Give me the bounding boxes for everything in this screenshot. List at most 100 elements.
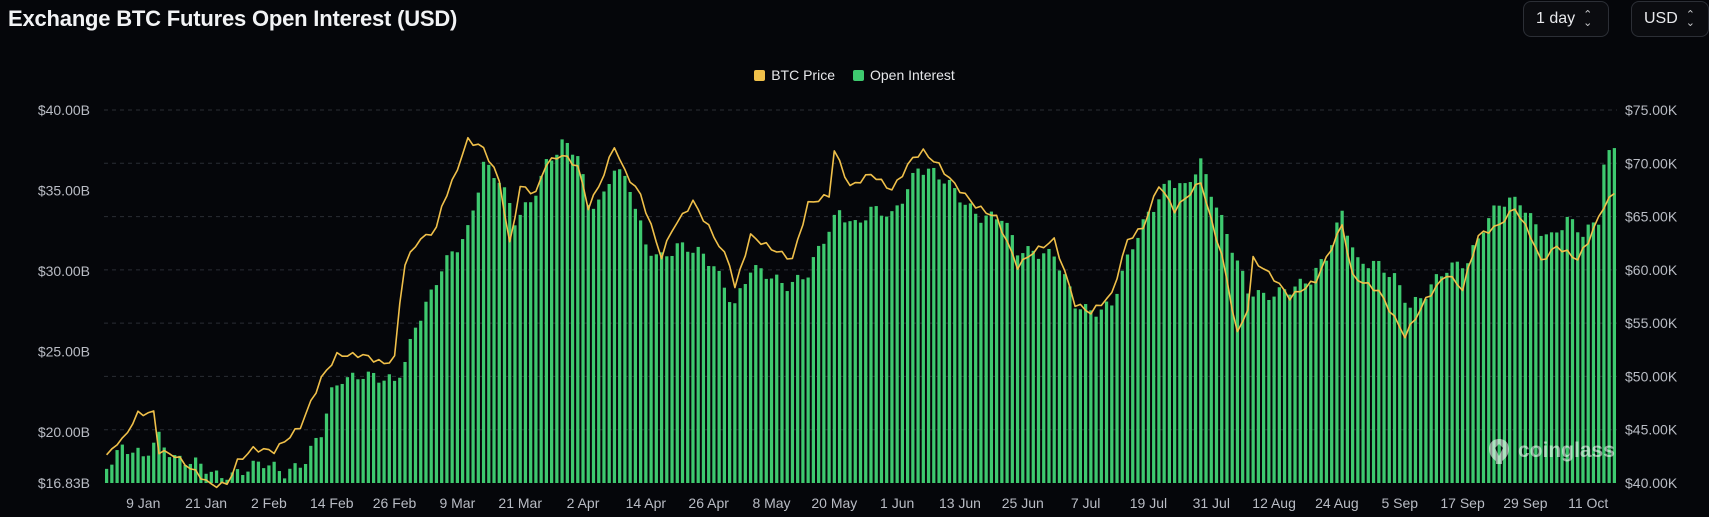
open-interest-bar [1063, 274, 1067, 483]
right-axis-tick-label: $55.00K [1625, 315, 1678, 331]
open-interest-bar [638, 220, 643, 483]
open-interest-bar [1162, 183, 1166, 483]
open-interest-bar [597, 199, 601, 483]
open-interest-bar [492, 178, 496, 483]
open-interest-bar [607, 184, 611, 483]
open-interest-bar [612, 170, 617, 483]
open-interest-bar [1497, 205, 1501, 483]
open-interest-bar [413, 327, 418, 483]
open-interest-bar [570, 154, 575, 483]
open-interest-bar [623, 175, 627, 483]
open-interest-bar [157, 431, 161, 483]
open-interest-bar [1565, 216, 1569, 483]
open-interest-bar [529, 202, 533, 483]
right-axis-tick-label: $50.00K [1625, 368, 1678, 384]
open-interest-bar [1586, 224, 1590, 483]
open-interest-bar [979, 222, 983, 483]
open-interest-bar [754, 265, 758, 483]
open-interest-bar [780, 282, 784, 483]
x-axis-tick-label: 13 Jun [939, 495, 981, 511]
open-interest-bar [356, 379, 360, 483]
open-interest-bar [167, 457, 172, 483]
open-interest-bar [670, 255, 674, 483]
open-interest-bar [864, 220, 868, 483]
open-interest-bar [947, 179, 952, 484]
open-interest-bar [916, 168, 920, 483]
open-interest-bar [1429, 284, 1433, 483]
open-interest-bar [1403, 302, 1407, 483]
x-axis-tick-label: 19 Jul [1130, 495, 1167, 511]
open-interest-bar [288, 468, 292, 483]
legend-swatch-price [754, 69, 766, 81]
open-interest-bar [136, 447, 140, 483]
x-axis-tick-label: 29 Sep [1503, 495, 1548, 511]
open-interest-bar [602, 191, 606, 483]
legend-item-open-interest[interactable]: Open Interest [852, 67, 955, 83]
open-interest-bar [120, 444, 124, 483]
open-interest-bar [628, 191, 632, 484]
open-interest-bar [1277, 287, 1281, 483]
open-interest-bar [1267, 299, 1271, 483]
open-interest-bar [801, 279, 805, 483]
open-interest-bar [502, 187, 507, 483]
open-interest-bar [1199, 158, 1203, 483]
open-interest-bar [759, 268, 763, 483]
open-interest-bar [513, 225, 517, 483]
open-interest-bar [816, 245, 821, 483]
open-interest-bar [267, 465, 271, 483]
open-interest-bar [1188, 182, 1192, 483]
open-interest-bar [984, 215, 988, 483]
open-interest-bar [403, 361, 407, 483]
open-interest-bar [487, 164, 491, 483]
open-interest-bar [1021, 253, 1025, 483]
open-interest-bar [1235, 260, 1240, 483]
open-interest-bar [722, 287, 727, 483]
open-interest-bar [707, 265, 711, 483]
open-interest-bar [853, 220, 857, 483]
open-interest-bar [178, 455, 182, 483]
open-interest-bar [523, 202, 528, 483]
open-interest-bar [1487, 218, 1491, 483]
open-interest-bar [1031, 250, 1035, 483]
open-interest-bar [1094, 316, 1098, 483]
open-interest-bar [921, 174, 925, 483]
open-interest-bar [1120, 270, 1124, 483]
open-interest-bar [298, 467, 302, 483]
open-interest-bar [701, 253, 706, 483]
legend-item-btc-price[interactable]: BTC Price [754, 67, 835, 83]
x-axis-tick-label: 9 Jan [126, 495, 160, 511]
open-interest-bar [1361, 263, 1365, 483]
open-interest-bar [450, 251, 454, 483]
open-interest-bar [837, 210, 842, 483]
period-select[interactable]: 1 day ⌃ ⌄ [1523, 1, 1609, 37]
open-interest-bar [1382, 272, 1386, 483]
open-interest-bar [1523, 212, 1528, 484]
unit-select[interactable]: USD ⌃ ⌄ [1631, 1, 1709, 37]
left-axis-tick-label: $25.00B [38, 343, 90, 359]
open-interest-bar [1193, 174, 1198, 483]
open-interest-bar [1570, 219, 1575, 483]
open-interest-bar [1612, 148, 1617, 483]
open-interest-bar [1225, 234, 1229, 483]
open-interest-bar [1026, 246, 1030, 483]
open-interest-bar [1261, 292, 1266, 483]
open-interest-bar [152, 442, 156, 483]
open-interest-bar [1356, 257, 1360, 483]
x-axis-tick-label: 11 Oct [1568, 495, 1608, 511]
open-interest-bar [1576, 232, 1580, 483]
open-interest-bar [1434, 274, 1439, 483]
open-interest-bar [848, 221, 852, 483]
legend-label-oi: Open Interest [869, 67, 955, 83]
open-interest-bar [618, 169, 622, 483]
open-interest-bar [1073, 308, 1077, 483]
open-interest-bar [769, 278, 774, 483]
open-interest-bar [440, 271, 444, 483]
open-interest-bar [549, 160, 554, 483]
open-interest-bar [455, 252, 460, 483]
x-axis-tick-label: 20 May [811, 495, 857, 511]
legend-swatch-oi [852, 69, 864, 81]
open-interest-bar [445, 255, 449, 483]
right-axis-tick-label: $75.00K [1625, 102, 1678, 118]
open-interest-bar [1450, 262, 1454, 483]
open-interest-bar [827, 231, 831, 483]
